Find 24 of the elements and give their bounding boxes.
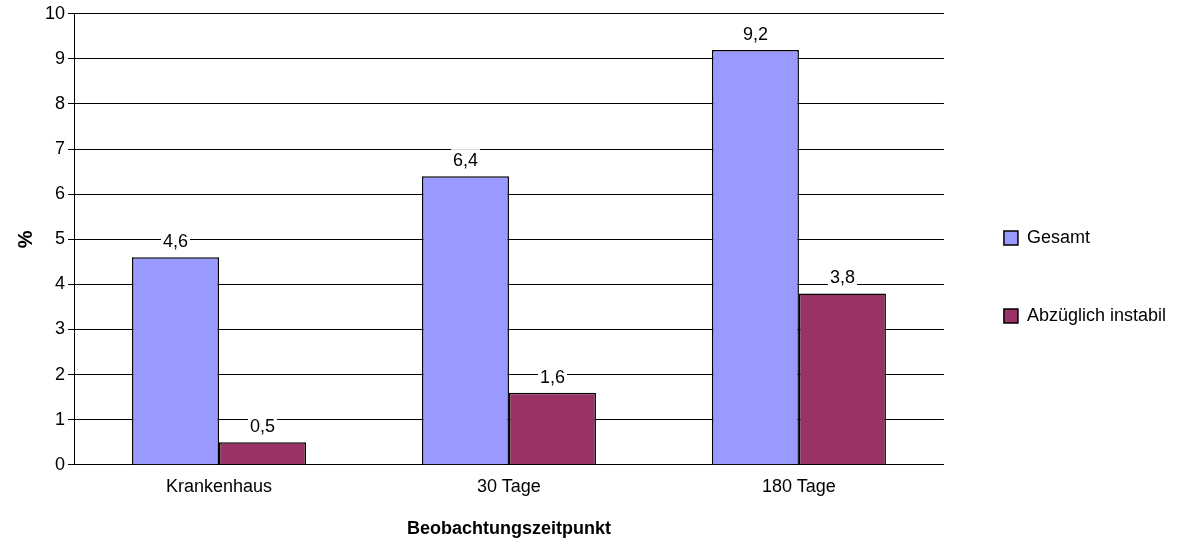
data-label: 9,2	[742, 23, 768, 44]
y-tick-label: 2	[55, 363, 66, 384]
data-label: 4,6	[162, 231, 189, 252]
y-tick-label: 10	[44, 2, 66, 23]
x-tick-label: 180 Tage	[762, 475, 836, 496]
legend-label: Abzüglich instabil	[1026, 304, 1166, 325]
y-tick-label: 1	[55, 408, 66, 429]
y-tick-label: 9	[55, 47, 66, 68]
y-tick-label: 7	[55, 138, 66, 159]
y-tick-label: 5	[55, 228, 66, 249]
legend-label: Gesamt	[1026, 226, 1090, 247]
data-label: 3,8	[829, 267, 855, 288]
y-tick-label: 3	[55, 318, 66, 339]
y-axis-title: %	[13, 230, 36, 249]
x-axis-title: Beobachtungszeitpunkt	[406, 518, 611, 539]
data-label: 0,5	[249, 416, 276, 437]
y-tick-label: 4	[55, 273, 66, 294]
y-tick-label: 0	[55, 453, 66, 474]
data-label: 1,6	[539, 366, 565, 387]
x-tick-label: 30 Tage	[477, 475, 541, 496]
y-tick-label: 8	[55, 92, 66, 113]
data-label: 6,4	[452, 150, 478, 171]
x-tick-label: Krankenhaus	[165, 475, 273, 496]
y-tick-label: 6	[55, 183, 66, 204]
